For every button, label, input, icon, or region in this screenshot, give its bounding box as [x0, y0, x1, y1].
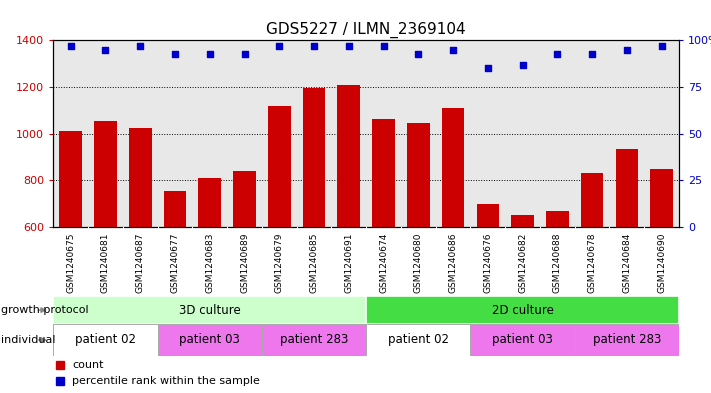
Text: growth protocol: growth protocol [1, 305, 88, 315]
Point [169, 50, 181, 57]
Text: patient 283: patient 283 [593, 333, 661, 347]
Text: GSM1240689: GSM1240689 [240, 233, 249, 293]
Text: GSM1240685: GSM1240685 [309, 233, 319, 293]
Text: individual: individual [1, 335, 55, 345]
Text: GSM1240678: GSM1240678 [587, 233, 597, 293]
Point [274, 43, 285, 49]
Point [552, 50, 563, 57]
Bar [471, 324, 574, 356]
Bar [574, 324, 679, 356]
Text: GSM1240677: GSM1240677 [171, 233, 179, 293]
Text: patient 03: patient 03 [492, 333, 553, 347]
Title: GDS5227 / ILMN_2369104: GDS5227 / ILMN_2369104 [267, 22, 466, 38]
Bar [366, 324, 471, 356]
Bar [651, 169, 673, 227]
Bar [442, 108, 464, 227]
Text: GSM1240688: GSM1240688 [553, 233, 562, 293]
Text: GSM1240684: GSM1240684 [622, 233, 631, 293]
Bar [338, 85, 360, 227]
Bar [129, 128, 151, 227]
Text: GSM1240675: GSM1240675 [66, 233, 75, 293]
Text: percentile rank within the sample: percentile rank within the sample [72, 376, 260, 386]
Text: patient 03: patient 03 [179, 333, 240, 347]
Point [309, 43, 320, 49]
Bar [53, 324, 158, 356]
Text: GSM1240686: GSM1240686 [449, 233, 458, 293]
Bar [511, 215, 534, 227]
Text: 3D culture: 3D culture [179, 303, 240, 317]
Point [621, 47, 633, 53]
Text: GSM1240687: GSM1240687 [136, 233, 145, 293]
Point [100, 47, 111, 53]
Bar [164, 191, 186, 227]
Text: patient 02: patient 02 [387, 333, 449, 347]
Point [517, 62, 528, 68]
Point [204, 50, 215, 57]
Text: patient 283: patient 283 [280, 333, 348, 347]
Text: GSM1240679: GSM1240679 [274, 233, 284, 293]
Bar [198, 178, 221, 227]
Text: GSM1240690: GSM1240690 [657, 233, 666, 293]
Point [65, 43, 76, 49]
Bar [60, 132, 82, 227]
Bar [616, 149, 638, 227]
Point [482, 65, 493, 72]
Text: GSM1240691: GSM1240691 [344, 233, 353, 293]
Bar [94, 121, 117, 227]
Bar [158, 324, 262, 356]
Text: 2D culture: 2D culture [491, 303, 554, 317]
Bar [407, 123, 429, 227]
Point [343, 43, 355, 49]
Bar [373, 119, 395, 227]
Point [412, 50, 424, 57]
Bar [233, 171, 256, 227]
Bar [366, 296, 679, 324]
Point [239, 50, 250, 57]
Bar [476, 204, 499, 227]
Bar [303, 88, 326, 227]
Text: GSM1240674: GSM1240674 [379, 233, 388, 293]
Text: GSM1240682: GSM1240682 [518, 233, 527, 293]
Bar [262, 324, 366, 356]
Text: GSM1240680: GSM1240680 [414, 233, 423, 293]
Point [447, 47, 459, 53]
Point [134, 43, 146, 49]
Text: GSM1240683: GSM1240683 [205, 233, 214, 293]
Bar [268, 106, 291, 227]
Bar [581, 173, 604, 227]
Bar [53, 296, 366, 324]
Point [378, 43, 389, 49]
Point [656, 43, 668, 49]
Point [587, 50, 598, 57]
Bar [546, 211, 569, 227]
Text: GSM1240681: GSM1240681 [101, 233, 110, 293]
Text: patient 02: patient 02 [75, 333, 136, 347]
Text: GSM1240676: GSM1240676 [483, 233, 492, 293]
Text: count: count [72, 360, 104, 370]
